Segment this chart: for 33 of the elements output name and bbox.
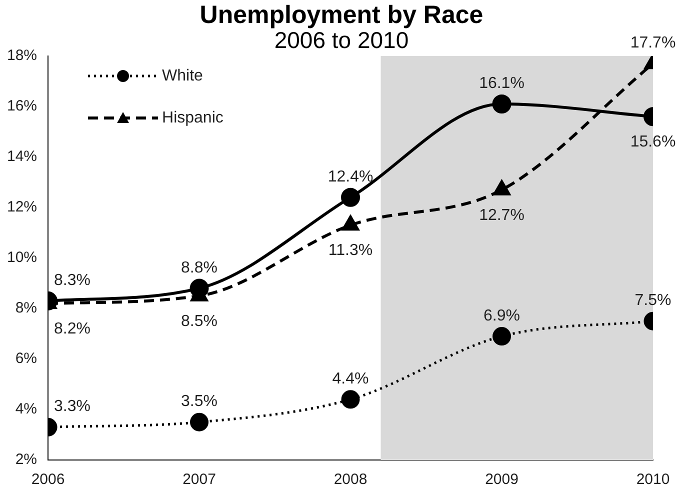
data-label: 11.3% <box>328 242 373 260</box>
y-tick-label: 10% <box>6 249 38 266</box>
y-tick-label: 2% <box>15 451 38 468</box>
data-label: 8.3% <box>54 272 90 289</box>
x-tick-label: 2006 <box>31 471 65 488</box>
data-label: 12.7% <box>479 206 524 224</box>
x-tick-label: 2008 <box>334 471 368 488</box>
y-tick-label: 6% <box>15 350 38 368</box>
chart-subtitle: 2006 to 2010 <box>274 27 409 53</box>
x-tick-label: 2007 <box>182 471 216 488</box>
y-tick-label: 12% <box>6 198 38 216</box>
data-label: 8.2% <box>54 320 90 338</box>
data-label: 8.5% <box>181 312 218 330</box>
legend-label: White <box>162 67 204 84</box>
x-tick-label: 2010 <box>636 471 670 488</box>
data-label: 15.6% <box>630 134 676 151</box>
data-label: 4.4% <box>332 370 369 388</box>
data-label: 12.4% <box>328 168 374 186</box>
y-tick-label: 16% <box>6 98 38 115</box>
y-tick-label: 4% <box>15 400 38 418</box>
data-label: 3.3% <box>54 398 90 416</box>
y-tick-label: 8% <box>15 300 38 317</box>
y-tick-label: 18% <box>6 47 38 64</box>
legend-label: Hispanic <box>162 109 224 126</box>
data-label: 6.9% <box>484 307 520 324</box>
y-tick-label: 14% <box>6 148 38 166</box>
data-label: 17.7% <box>630 34 676 52</box>
data-label: 3.5% <box>181 393 218 410</box>
data-label: 7.5% <box>634 292 672 310</box>
x-tick-label: 2009 <box>485 471 518 488</box>
data-label: 8.8% <box>181 259 218 276</box>
chart-title: Unemployment by Race <box>198 1 484 29</box>
data-label: 16.1% <box>479 74 524 92</box>
